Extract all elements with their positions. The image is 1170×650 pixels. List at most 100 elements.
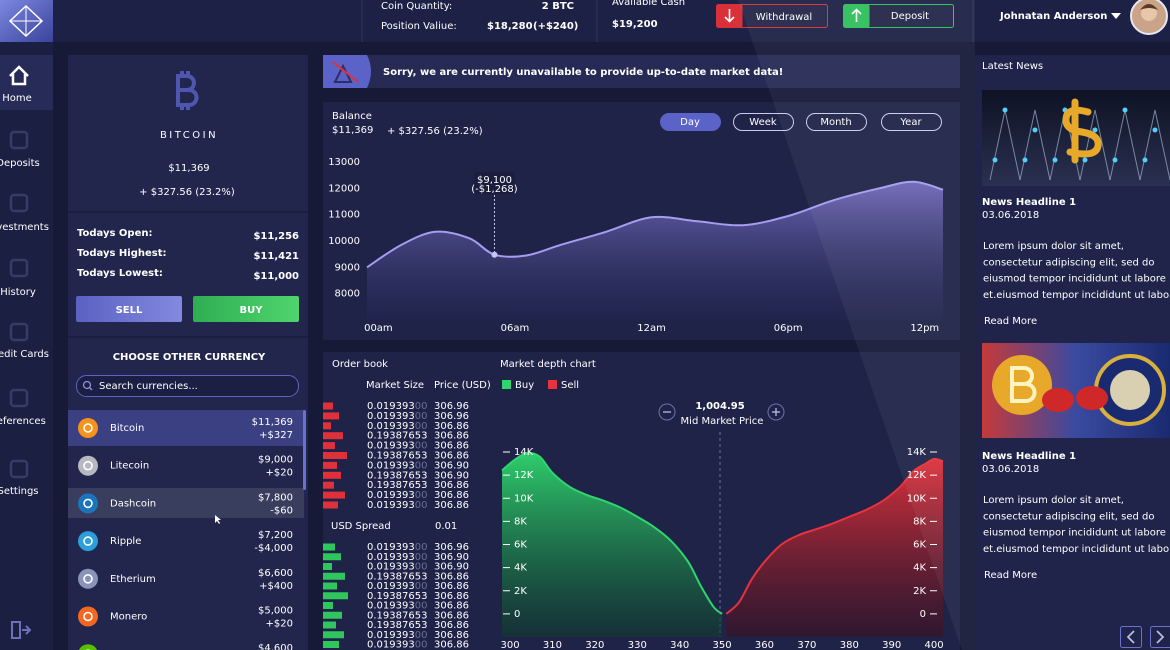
nav-item[interactable]: Deposits: [0, 130, 40, 169]
currency-item[interactable]: Bitcoin $11,369 +$327: [78, 417, 293, 441]
size-pad: 00: [415, 640, 428, 650]
currency-item[interactable]: Litecoin $9,000 +$20: [78, 455, 293, 479]
tab-label[interactable]: Day: [680, 117, 700, 128]
stat-label: Todays Lowest:: [77, 268, 163, 279]
size-digits: 0.19387653: [367, 620, 427, 631]
search-frame[interactable]: [76, 375, 299, 397]
nav-item[interactable]: Home: [2, 65, 32, 104]
order-price: 306.86: [434, 630, 469, 641]
order-price: 306.90: [434, 470, 469, 481]
depth-bar: [323, 611, 342, 619]
button-label[interactable]: Deposit: [891, 11, 929, 22]
balance-area: [367, 181, 943, 320]
order-size: 0.19387653: [367, 480, 427, 491]
button-label[interactable]: BUY: [240, 305, 264, 316]
news-headline[interactable]: News Headline 1: [982, 197, 1076, 208]
tab-label[interactable]: Week: [749, 117, 777, 128]
button-frame[interactable]: [193, 296, 299, 322]
tab-frame[interactable]: [806, 113, 867, 131]
button-frame[interactable]: [76, 296, 182, 322]
size-pad: 00: [415, 601, 428, 612]
prev-button[interactable]: [1120, 626, 1142, 648]
user-name[interactable]: Johnatan Anderson: [999, 11, 1107, 22]
y-tick-label: 13000: [328, 157, 360, 168]
search-placeholder[interactable]: Search currencies...: [99, 381, 198, 392]
currency-name[interactable]: Monero: [110, 612, 147, 623]
button-label[interactable]: Withdrawal: [756, 12, 812, 23]
currency-item[interactable]: Ripple $7,200 -$4,000: [78, 530, 293, 554]
y2-tick-label: 4K: [913, 563, 926, 574]
button-label[interactable]: SELL: [116, 305, 143, 316]
nav-item[interactable]: Settings: [0, 459, 39, 497]
size-digits: 0.019393: [367, 441, 415, 452]
news-headline[interactable]: News Headline 1: [982, 451, 1076, 462]
read-more[interactable]: Read More: [984, 570, 1037, 581]
news-text: Lorem ipsum dolor sit amet,: [983, 241, 1124, 252]
read-more[interactable]: Read More: [984, 316, 1037, 327]
depth-bar: [323, 553, 341, 561]
tab-label[interactable]: Year: [899, 117, 922, 128]
seal-image-inner: [1110, 370, 1150, 410]
tab-label[interactable]: Month: [820, 117, 851, 128]
currency-change: +$20: [266, 468, 293, 479]
currency-item[interactable]: Dashcoin $7,800 -$60: [78, 492, 293, 516]
legend-label: Buy: [515, 380, 534, 391]
nav-label[interactable]: Credit Cards: [0, 349, 49, 360]
size-digits: 0.19387653: [367, 480, 427, 491]
tab-frame[interactable]: [660, 113, 721, 131]
nav-label[interactable]: Settings: [0, 486, 39, 497]
nav-label[interactable]: History: [0, 287, 36, 298]
x-tick-label: 370: [797, 640, 816, 650]
image-node: [1002, 107, 1008, 113]
tab[interactable]: Day: [660, 113, 721, 131]
order-size: 0.19387653: [367, 571, 427, 582]
button-frame[interactable]: [767, 403, 785, 421]
next-button[interactable]: [1150, 626, 1170, 648]
logout-icon[interactable]: [11, 621, 32, 639]
currency-name[interactable]: Litecoin: [110, 461, 149, 472]
nav-item[interactable]: Credit Cards: [0, 322, 49, 360]
order-size: 0.01939300: [367, 640, 427, 650]
currency-item[interactable]: Etherium $6,600 +$400: [78, 568, 293, 592]
currency-item[interactable]: Monero $5,000 +$20: [78, 606, 293, 630]
order-price: 306.90: [434, 562, 469, 573]
nav-item[interactable]: References: [0, 388, 46, 427]
button-frame[interactable]: [658, 403, 676, 421]
nav-label[interactable]: Investments: [0, 222, 49, 233]
button-frame[interactable]: [1120, 626, 1142, 648]
currency-name[interactable]: Ripple: [110, 536, 141, 547]
size-pad: 00: [415, 401, 428, 412]
buy-button[interactable]: BUY: [193, 296, 299, 322]
order-price: 306.86: [434, 421, 469, 432]
chevron: [1156, 630, 1165, 644]
stat-value: $11,000: [253, 271, 299, 282]
nav-label[interactable]: References: [0, 416, 46, 427]
currency-name[interactable]: Bitcoin: [110, 423, 144, 434]
nav-label[interactable]: Deposits: [0, 158, 40, 169]
sell-button[interactable]: SELL: [76, 296, 182, 322]
tab[interactable]: Week: [733, 113, 794, 131]
search-box[interactable]: Search currencies...: [76, 375, 299, 397]
caret[interactable]: [1111, 13, 1121, 19]
deposit-button[interactable]: Deposit: [843, 4, 954, 28]
depth-area: [726, 458, 943, 637]
tab[interactable]: Month: [806, 113, 867, 131]
zoom-in[interactable]: [767, 403, 785, 421]
tab-frame[interactable]: [733, 113, 794, 131]
order-size: 0.01939300: [367, 630, 427, 641]
zoom-out[interactable]: [658, 403, 676, 421]
x-tick-label: 340: [670, 640, 689, 650]
withdrawal-button[interactable]: Withdrawal: [716, 4, 828, 28]
currency-name[interactable]: Dashcoin: [110, 498, 156, 509]
tab[interactable]: Year: [881, 113, 942, 131]
nav-label[interactable]: Home: [2, 93, 32, 104]
size-pad: 00: [415, 630, 428, 641]
nav-item[interactable]: Investments: [0, 193, 49, 233]
nav-item[interactable]: History: [0, 258, 36, 298]
tab-frame[interactable]: [881, 113, 942, 131]
button-frame[interactable]: [1150, 626, 1170, 648]
currency-name[interactable]: Etherium: [110, 574, 156, 585]
size-digits: 0.019393: [367, 542, 415, 553]
y-tick-label: 12000: [328, 183, 360, 194]
